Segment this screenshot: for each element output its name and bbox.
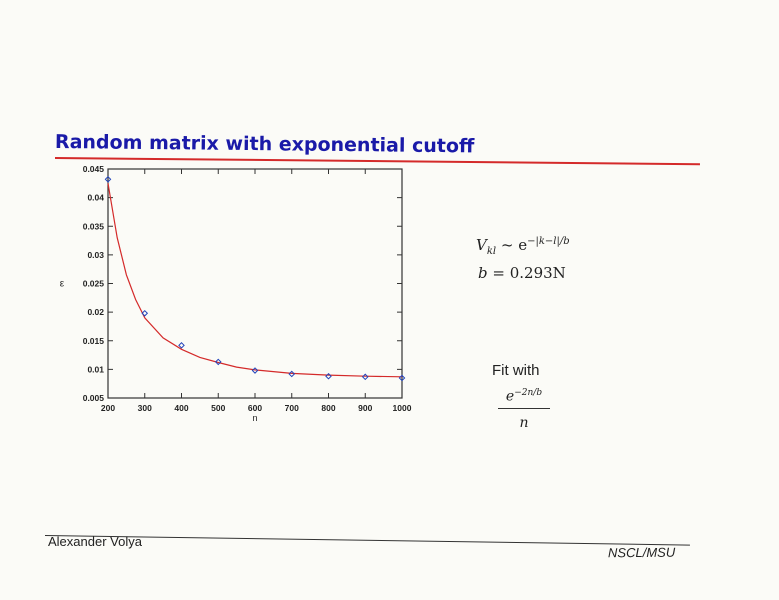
b-symbol: b (478, 264, 488, 282)
epsilon-vs-n-chart: 0.005 0.01 0.015 0.02 0.025 0.03 0.035 0.04 0.04… (60, 164, 412, 423)
author-name: Alexander Volya (48, 534, 142, 549)
data-point (178, 342, 185, 349)
y-tick-label: 0.03 (87, 250, 104, 260)
x-ticks: 200 300 400 500 600 700 800 900 1000 (101, 169, 412, 413)
y-tick-label: 0.01 (87, 364, 104, 374)
data-point (104, 175, 112, 183)
data-point (398, 374, 406, 382)
data-point (214, 358, 222, 366)
y-tick-label: 0.005 (83, 393, 105, 403)
plot-frame (107, 168, 403, 399)
y-tick-label: 0.035 (83, 221, 105, 231)
x-tick-label: 400 (174, 403, 188, 413)
x-tick-label: 300 (138, 403, 152, 413)
y-tick-label: 0.015 (83, 336, 105, 346)
fit-denominator: n (519, 414, 529, 431)
slide-title: Random matrix with exponential cutoff (54, 131, 475, 158)
data-point (141, 309, 149, 317)
y-tick-label: 0.045 (83, 164, 105, 174)
x-tick-label: 900 (358, 403, 372, 413)
y-tick-label: 0.025 (83, 279, 105, 289)
data-points (104, 175, 406, 382)
fit-curves (107, 183, 403, 378)
x-axis-label: n (252, 413, 257, 423)
v-subscript: kl (486, 246, 497, 257)
y-tick-label: 0.02 (87, 307, 104, 317)
b-value: = 0.293N (487, 264, 566, 282)
data-point (288, 370, 296, 378)
x-tick-label: 600 (248, 403, 262, 413)
y-axis-label: ε (60, 279, 65, 290)
x-tick-label: 1000 (393, 403, 412, 413)
b-equation: b = 0.293N (478, 264, 566, 282)
y-ticks: 0.005 0.01 0.015 0.02 0.025 0.03 0.035 0.04 0.04… (83, 164, 402, 403)
x-tick-label: 800 (321, 403, 335, 413)
interaction-equation: Vkl ~ e−|k−l|/b (476, 236, 570, 257)
y-tick-label: 0.04 (87, 193, 104, 203)
fit-numerator: e−2n/b (498, 388, 550, 409)
data-point (251, 367, 259, 374)
similar-to-exp: ~ e (496, 236, 528, 254)
fit-fraction: e−2n/b n (498, 388, 550, 431)
x-tick-label: 200 (101, 403, 115, 413)
fit-curve (107, 183, 403, 378)
fit-label: Fit with (492, 362, 540, 379)
v-symbol: V (476, 236, 487, 254)
fit-numerator-base: e (505, 388, 515, 405)
data-point (361, 373, 369, 381)
x-tick-label: 500 (211, 403, 225, 413)
exponent: −|k−l|/b (527, 236, 570, 247)
institution-name: NSCL/MSU (607, 544, 676, 561)
x-tick-label: 700 (285, 403, 299, 413)
data-point (325, 372, 332, 380)
plot-area (107, 168, 403, 399)
fit-numerator-exponent: −2n/b (514, 388, 543, 398)
